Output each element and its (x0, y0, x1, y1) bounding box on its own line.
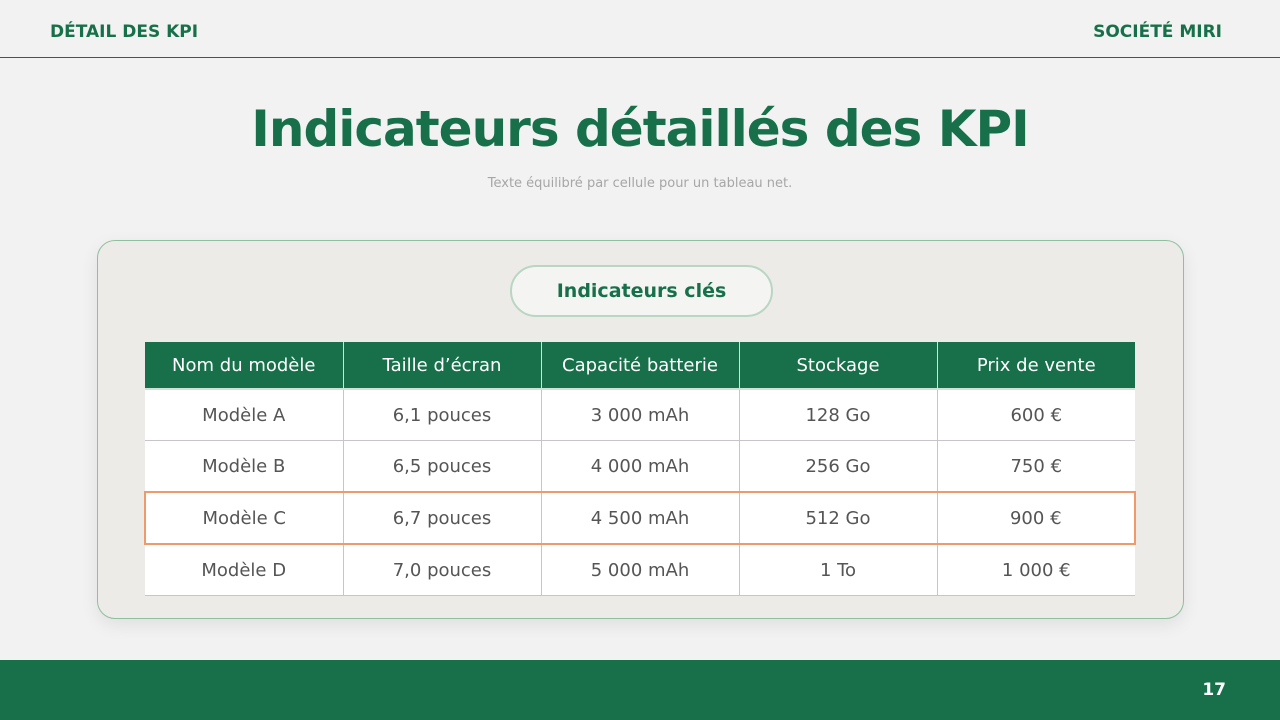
title: Indicateurs détaillés des KPI (251, 100, 1029, 158)
table-cell: 6,5 pouces (343, 440, 542, 493)
column-header: Taille d’écran (343, 342, 542, 390)
table-cell: 4 000 mAh (541, 440, 740, 493)
page-number: 17 (1202, 680, 1226, 700)
header-right: SOCIÉTÉ MIRI (1093, 22, 1222, 42)
table-cell: Modèle A (145, 389, 344, 441)
column-header: Capacité batterie (541, 342, 740, 390)
table-cell: 600 € (937, 389, 1135, 441)
table-cell: 900 € (937, 491, 1136, 545)
table-row: Modèle C 6,7 pouces 4 500 mAh 512 Go 900 € (144, 491, 1136, 545)
table-cell: 4 500 mAh (541, 491, 740, 545)
table-cell: Modèle D (145, 544, 344, 596)
table-cell: 512 Go (739, 491, 938, 545)
subtitle: Texte équilibré par cellule pour un tabl… (487, 176, 793, 191)
header-left: DÉTAIL DES KPI (50, 22, 199, 42)
footer: 17 (0, 660, 1280, 720)
table-row: Modèle A 6,1 pouces 3 000 mAh 128 Go 600 € (145, 389, 1135, 441)
card-label: Indicateurs clés (510, 265, 773, 317)
table-cell: 750 € (937, 440, 1135, 493)
column-header: Nom du modèle (145, 342, 344, 390)
table-cell: 7,0 pouces (343, 544, 542, 596)
table-cell: 1 To (739, 544, 938, 596)
table-cell: 3 000 mAh (541, 389, 740, 441)
header: DÉTAIL DES KPI SOCIÉTÉ MIRI (0, 0, 1280, 58)
header-row: Nom du modèle Taille d’écran Capacité batt… (145, 342, 1135, 390)
table-cell: 256 Go (739, 440, 938, 493)
table-cell: 1 000 € (937, 544, 1135, 596)
table-cell: Modèle C (144, 491, 344, 545)
kpi-table: Nom du modèle Taille d’écran Capacité batt… (144, 342, 1136, 596)
column-header: Prix de vente (937, 342, 1135, 390)
table-cell: 128 Go (739, 389, 938, 441)
table-cell: 5 000 mAh (541, 544, 740, 596)
table-cell: 6,1 pouces (343, 389, 542, 441)
table-row: Modèle D 7,0 pouces 5 000 mAh 1 To 1 000 € (145, 544, 1135, 596)
table-row: Modèle B 6,5 pouces 4 000 mAh 256 Go 750 € (145, 440, 1135, 493)
column-header: Stockage (739, 342, 938, 390)
table-cell: 6,7 pouces (343, 491, 542, 545)
table-cell: Modèle B (145, 440, 344, 493)
card: Indicateurs clés Nom du modèle Taille d’é… (97, 240, 1184, 619)
